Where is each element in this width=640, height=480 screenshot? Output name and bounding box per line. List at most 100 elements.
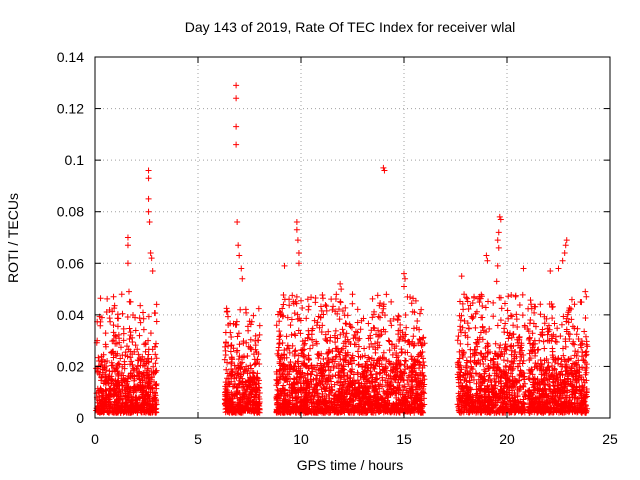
data-point	[256, 389, 263, 396]
data-point	[320, 384, 327, 391]
data-point	[497, 374, 504, 381]
data-point	[145, 175, 152, 182]
data-point	[235, 242, 242, 249]
data-point	[573, 379, 580, 386]
data-point	[397, 368, 404, 375]
data-point	[376, 314, 383, 321]
data-point	[315, 313, 322, 320]
data-point	[510, 380, 517, 387]
data-point	[463, 357, 470, 364]
data-point	[467, 370, 474, 377]
data-point	[348, 354, 355, 361]
data-point	[472, 310, 479, 317]
data-point	[555, 265, 562, 272]
data-point	[494, 237, 501, 244]
data-point	[293, 397, 300, 404]
data-point	[124, 353, 131, 360]
data-point	[145, 400, 152, 407]
data-point	[414, 358, 421, 365]
data-point	[124, 399, 131, 406]
data-point	[527, 340, 534, 347]
data-point	[390, 315, 397, 322]
data-point	[575, 336, 582, 343]
data-point	[387, 318, 394, 325]
data-point	[417, 377, 424, 384]
data-point	[509, 367, 516, 374]
data-point	[500, 395, 507, 402]
data-point	[564, 405, 571, 412]
data-point	[126, 389, 133, 396]
data-point	[252, 346, 259, 353]
data-point	[507, 370, 514, 377]
data-point	[420, 373, 427, 380]
data-point	[127, 385, 134, 392]
data-point	[418, 306, 425, 313]
data-point	[397, 321, 404, 328]
data-point	[104, 357, 111, 364]
data-point	[410, 295, 417, 302]
data-point	[318, 329, 325, 336]
data-point	[273, 382, 280, 389]
data-point	[373, 397, 380, 404]
data-point	[479, 314, 486, 321]
data-point	[153, 318, 160, 325]
data-point	[546, 409, 553, 416]
data-point	[547, 386, 554, 393]
data-point	[388, 298, 395, 305]
data-point	[481, 376, 488, 383]
data-point	[549, 399, 556, 406]
data-point	[537, 357, 544, 364]
data-point	[106, 387, 113, 394]
data-point	[321, 361, 328, 368]
data-point	[537, 331, 544, 338]
data-point	[363, 384, 370, 391]
data-point	[94, 368, 101, 375]
data-point	[229, 383, 236, 390]
data-point	[141, 341, 148, 348]
data-point	[543, 371, 550, 378]
data-point	[110, 322, 117, 329]
data-point	[402, 331, 409, 338]
data-point	[145, 313, 152, 320]
data-point	[481, 366, 488, 373]
data-point	[124, 234, 131, 241]
data-point	[577, 390, 584, 397]
data-point	[407, 294, 414, 301]
data-point	[152, 368, 159, 375]
data-point	[280, 291, 287, 298]
data-point	[115, 315, 122, 322]
data-point	[380, 398, 387, 405]
data-point	[334, 397, 341, 404]
data-point	[301, 402, 308, 409]
data-point	[389, 390, 396, 397]
data-point	[236, 377, 243, 384]
data-point	[150, 363, 157, 370]
data-point	[282, 409, 289, 416]
data-point	[397, 327, 404, 334]
chart-title: Day 143 of 2019, Rate Of TEC Index for r…	[185, 19, 515, 35]
data-point	[568, 296, 575, 303]
data-point	[145, 351, 152, 358]
data-point	[572, 390, 579, 397]
data-point	[545, 381, 552, 388]
data-point	[295, 327, 302, 334]
data-point	[561, 398, 568, 405]
data-point	[234, 370, 241, 377]
data-point	[477, 329, 484, 336]
data-point	[304, 396, 311, 403]
data-point	[498, 386, 505, 393]
data-point	[581, 328, 588, 335]
data-point	[516, 302, 523, 309]
data-point	[131, 348, 138, 355]
data-point	[224, 313, 231, 320]
data-point	[288, 316, 295, 323]
data-point	[281, 386, 288, 393]
data-point	[152, 408, 159, 415]
data-point	[118, 291, 125, 298]
data-point	[342, 333, 349, 340]
data-point	[398, 349, 405, 356]
data-point	[222, 409, 229, 416]
data-point	[367, 393, 374, 400]
data-point	[109, 338, 116, 345]
data-point	[414, 405, 421, 412]
